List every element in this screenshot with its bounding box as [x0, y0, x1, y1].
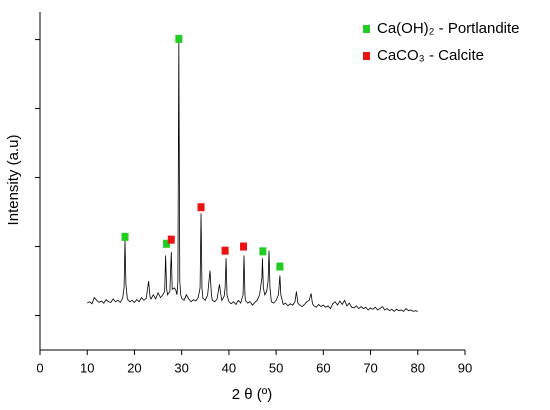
legend-swatch: [363, 25, 370, 33]
peak-marker: [276, 262, 284, 271]
xrd-pattern: [87, 39, 418, 312]
peak-marker: [167, 235, 175, 244]
peak-marker: [221, 246, 229, 255]
peak-marker: [175, 34, 183, 43]
x-tick-label: 80: [411, 360, 425, 375]
x-tick-label: 40: [222, 360, 236, 375]
x-tick-label: 30: [174, 360, 188, 375]
x-tick-label: 50: [269, 360, 283, 375]
peak-marker: [163, 239, 171, 248]
y-axis-label: Intensity (a.u): [5, 135, 22, 226]
peak-marker: [121, 232, 129, 241]
x-tick-label: 60: [316, 360, 330, 375]
legend-swatch: [363, 52, 370, 60]
x-tick-label: 10: [80, 360, 94, 375]
x-axis-label: 2 θ (º): [232, 386, 273, 403]
x-tick-label: 70: [363, 360, 377, 375]
legend-label: CaCO₃ - Calcite: [377, 47, 484, 64]
peak-marker: [259, 247, 267, 256]
x-tick-label: 20: [127, 360, 141, 375]
x-tick-label: 90: [458, 360, 472, 375]
legend-label: Ca(OH)₂ - Portlandite: [377, 20, 520, 37]
x-tick-label: 0: [36, 360, 43, 375]
peak-marker: [240, 242, 248, 251]
peak-marker: [197, 203, 205, 212]
